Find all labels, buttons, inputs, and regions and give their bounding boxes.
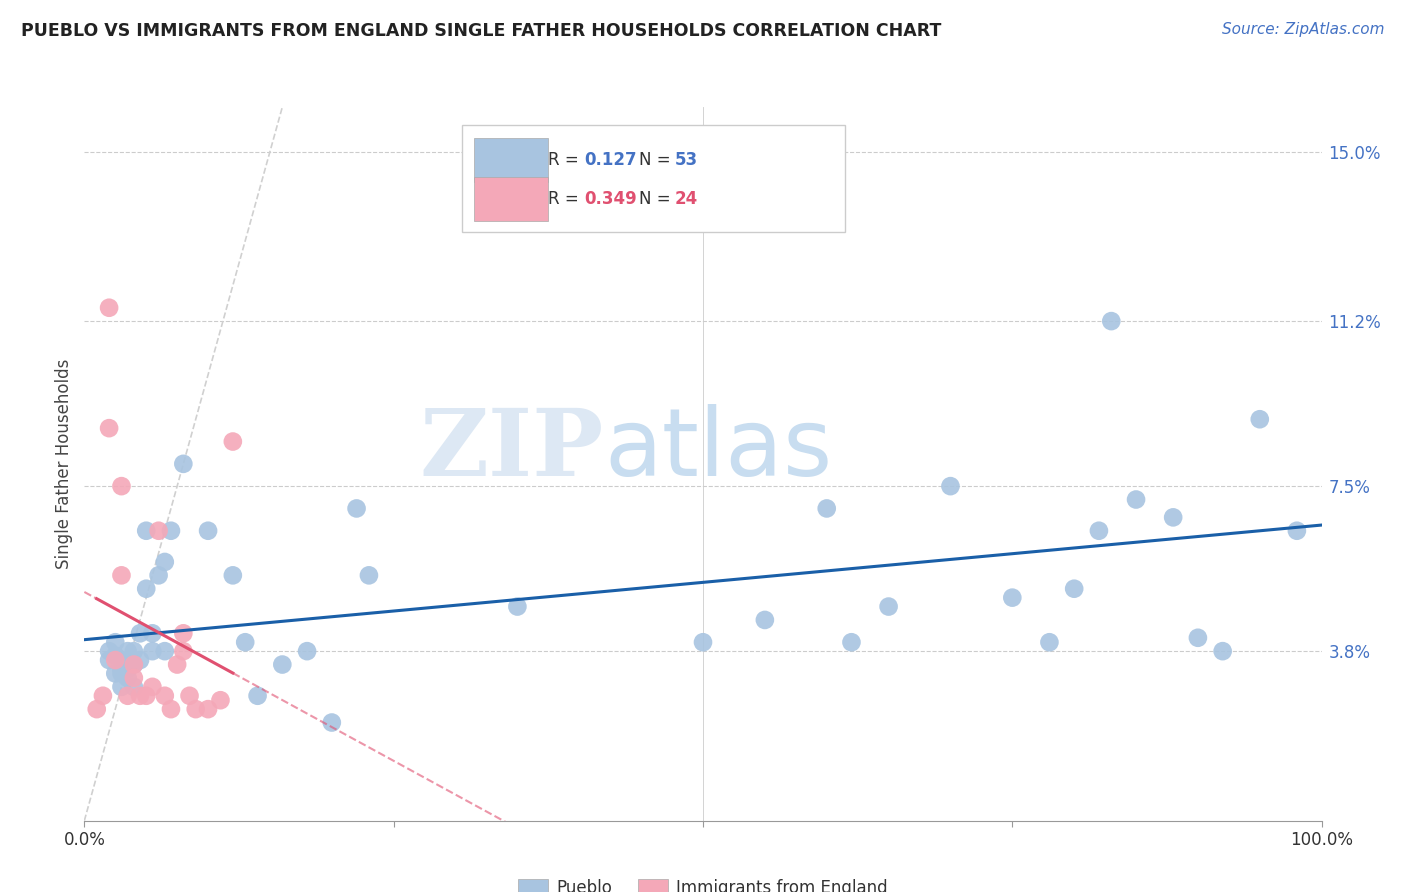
Point (98, 421, 121, 435)
Point (172, 626, 194, 640)
Point (233, 635, 256, 649)
Y-axis label: Single Father Households: Single Father Households (55, 359, 73, 569)
Point (141, 680, 163, 694)
Point (86, 702, 108, 716)
Text: N =: N = (638, 151, 675, 169)
Point (122, 644, 145, 658)
Legend: Pueblo, Immigrants from England: Pueblo, Immigrants from England (519, 879, 887, 892)
Point (104, 653, 127, 667)
Text: N =: N = (638, 190, 675, 208)
Point (1063, 582, 1085, 596)
Point (98, 301, 121, 315)
Point (98, 644, 121, 658)
Text: PUEBLO VS IMMIGRANTS FROM ENGLAND SINGLE FATHER HOUSEHOLDS CORRELATION CHART: PUEBLO VS IMMIGRANTS FROM ENGLAND SINGLE… (21, 22, 942, 40)
FancyBboxPatch shape (474, 137, 548, 182)
Point (110, 680, 132, 694)
Point (122, 657, 145, 672)
Point (357, 568, 380, 582)
Point (104, 635, 127, 649)
Text: R =: R = (548, 151, 585, 169)
Point (222, 568, 245, 582)
Text: R =: R = (548, 190, 585, 208)
Point (1285, 524, 1308, 538)
Text: ZIP: ZIP (420, 405, 605, 494)
Point (1088, 524, 1111, 538)
Point (166, 657, 188, 672)
Text: 0.349: 0.349 (585, 190, 637, 208)
Point (148, 524, 170, 538)
Text: 24: 24 (675, 190, 697, 208)
Text: atlas: atlas (605, 403, 832, 496)
Point (135, 689, 157, 703)
Point (153, 689, 176, 703)
Point (1125, 492, 1147, 507)
Point (1001, 591, 1024, 605)
Point (841, 635, 863, 649)
Point (153, 555, 176, 569)
Point (129, 653, 152, 667)
Point (122, 671, 145, 685)
Point (295, 644, 318, 658)
Point (91, 689, 114, 703)
Point (110, 653, 132, 667)
Point (222, 434, 245, 449)
Point (141, 626, 163, 640)
Point (98, 653, 121, 667)
Point (209, 693, 232, 707)
Point (346, 501, 368, 516)
Point (754, 613, 776, 627)
Point (117, 689, 139, 703)
Point (1212, 644, 1234, 658)
Point (160, 524, 183, 538)
Point (1249, 412, 1271, 426)
Point (172, 457, 194, 471)
Text: 53: 53 (675, 151, 697, 169)
Point (141, 644, 163, 658)
Point (815, 501, 838, 516)
Point (110, 666, 132, 681)
Point (1187, 631, 1209, 645)
Point (271, 657, 294, 672)
Point (122, 657, 145, 672)
Point (506, 599, 529, 614)
Point (1099, 314, 1122, 328)
Point (877, 599, 900, 614)
Point (117, 662, 139, 676)
Text: 0.127: 0.127 (585, 151, 637, 169)
Point (122, 680, 145, 694)
Point (104, 648, 127, 663)
Point (172, 644, 194, 658)
FancyBboxPatch shape (461, 125, 845, 232)
Point (110, 568, 132, 582)
Point (197, 702, 219, 716)
Point (129, 626, 152, 640)
Point (135, 582, 157, 596)
Point (104, 666, 127, 681)
Point (110, 662, 132, 676)
Point (117, 671, 139, 685)
Point (939, 479, 962, 493)
Point (179, 689, 201, 703)
Point (117, 644, 139, 658)
Point (1038, 635, 1060, 649)
FancyBboxPatch shape (474, 177, 548, 221)
Point (129, 689, 152, 703)
Point (1161, 510, 1184, 524)
Point (184, 702, 207, 716)
Point (153, 644, 176, 658)
Text: Source: ZipAtlas.com: Source: ZipAtlas.com (1222, 22, 1385, 37)
Point (197, 524, 219, 538)
Point (160, 702, 183, 716)
Point (321, 715, 343, 730)
Point (110, 479, 132, 493)
Point (148, 568, 170, 582)
Point (692, 635, 714, 649)
Point (246, 689, 269, 703)
Point (135, 524, 157, 538)
